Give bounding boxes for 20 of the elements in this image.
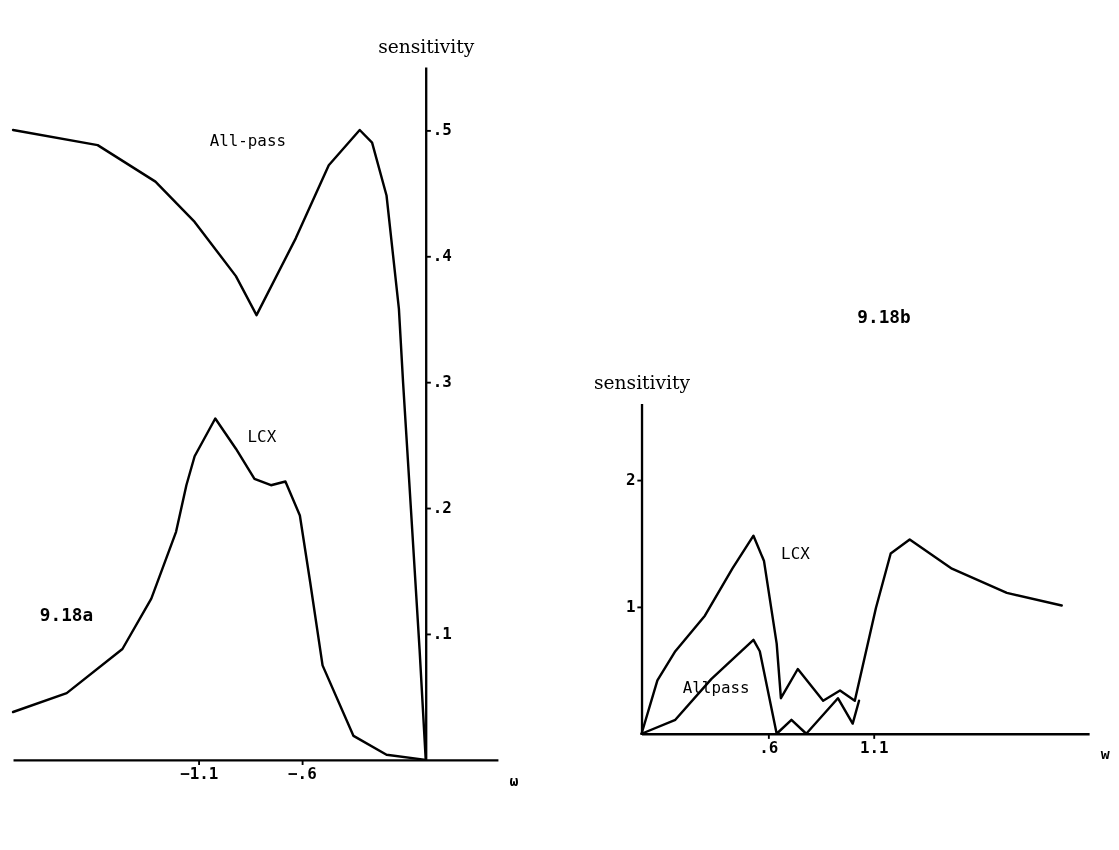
y-tick-label: .4 xyxy=(432,246,452,266)
text: All-pass xyxy=(209,130,286,150)
y-tick-label: 2 xyxy=(625,469,636,489)
y-axis-title: sensitivity xyxy=(593,372,691,394)
x-tick-label: −.6 xyxy=(288,763,317,783)
y-axis-title: sensitivity xyxy=(378,35,475,57)
x-axis-title: ω xyxy=(509,771,519,790)
y-tick-label: 1 xyxy=(625,596,636,616)
series-label: LCX xyxy=(247,426,277,446)
x-tick-label: .6 xyxy=(759,737,779,757)
x-tick-label: 1.1 xyxy=(859,737,889,757)
y-tick-label: .1 xyxy=(432,624,452,644)
x-tick-label: −1.1 xyxy=(180,763,219,783)
series-label: LCX xyxy=(781,544,811,563)
y-tick-label: .2 xyxy=(432,498,452,518)
text: 9.18a xyxy=(39,604,94,625)
x-axis-title: w xyxy=(1100,745,1110,764)
y-tick-label: .3 xyxy=(432,372,452,392)
y-tick-label: .5 xyxy=(432,120,452,140)
chart-title: 9.18b xyxy=(857,307,911,328)
